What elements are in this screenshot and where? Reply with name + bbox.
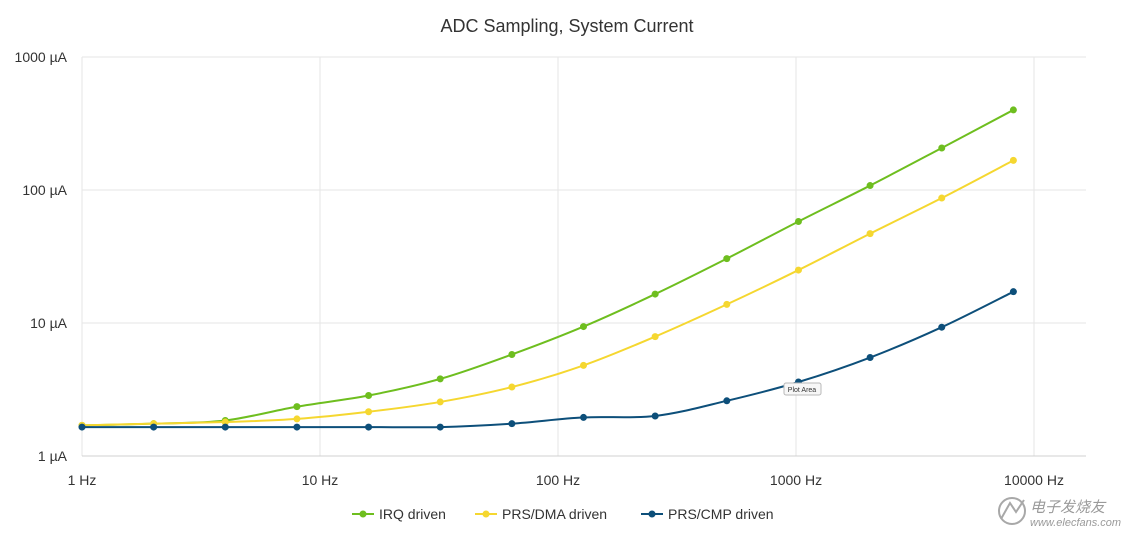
data-point [150,423,158,431]
data-point [938,194,946,202]
data-point [580,323,588,331]
legend-swatch-marker [359,510,367,518]
data-point [866,230,874,238]
data-point [508,383,516,391]
legend-label: IRQ driven [379,506,446,522]
data-point [866,354,874,362]
data-point [580,361,588,369]
x-tick-label: 1000 Hz [770,472,822,488]
legend-item-irq-driven: IRQ driven [352,506,446,522]
x-tick-label: 10000 Hz [1004,472,1064,488]
tooltip-text: Plot Area [788,387,817,394]
data-point [1009,288,1017,296]
data-point [580,413,588,421]
data-point [221,418,229,426]
x-tick-label: 1 Hz [68,472,97,488]
series-layer [78,106,1017,431]
watermark-text: 电子发烧友 [1030,499,1107,516]
legend-item-prs-dma-driven: PRS/DMA driven [475,506,607,522]
data-point [723,300,731,308]
y-tick-label: 1000 µA [15,49,68,65]
data-point [794,266,802,274]
y-tick-label: 1 µA [38,448,68,464]
series-irq-driven [78,106,1017,429]
chart-title: ADC Sampling, System Current [440,16,693,36]
data-point [293,423,301,431]
data-point [651,290,659,298]
data-point [365,423,373,431]
data-point [508,420,516,428]
gridlines [81,56,1086,456]
series-line-prs-dma-driven [81,159,1014,427]
legend-swatch-marker [648,510,656,518]
series-line-prs-cmp-driven [82,290,1014,429]
watermark-logo [998,497,1026,525]
watermark-subtext: www.elecfans.com [1030,517,1121,529]
x-tick-label: 10 Hz [302,472,339,488]
data-point [365,392,373,400]
data-point [723,255,731,263]
data-point [436,375,444,383]
data-point [293,403,301,411]
tooltip-box [783,382,822,396]
y-tick-label: 10 µA [30,315,68,331]
legend-item-prs-cmp-driven: PRS/CMP driven [641,506,774,522]
plot-area-tooltip: Plot Area [783,382,822,396]
legend: IRQ driven PRS/DMA driven PRS/CMP driven [352,506,774,522]
data-point [938,144,946,152]
data-point [293,415,301,423]
data-point [794,217,802,225]
series-prs-dma-driven [78,156,1017,429]
data-point [651,412,659,420]
watermark: 电子发烧友 www.elecfans.com [998,497,1121,529]
legend-label: PRS/CMP driven [668,506,774,522]
data-point [866,182,874,190]
legend-swatch-marker [482,510,490,518]
data-point [651,333,659,341]
legend-label: PRS/DMA driven [502,506,607,522]
data-point [78,423,86,431]
data-point [508,350,516,358]
data-point [1009,106,1017,114]
series-prs-cmp-driven [78,288,1017,431]
data-point [938,323,946,331]
data-point [221,423,229,431]
data-point [436,423,444,431]
axes: 1 µA 10 µA 100 µA 1000 µA 1 Hz 10 Hz 100 Hz 100… [15,49,1086,488]
data-point [1009,156,1017,164]
x-tick-label: 100 Hz [536,472,580,488]
data-point [436,398,444,406]
y-tick-label: 100 µA [22,182,67,198]
data-point [365,408,373,416]
data-point [723,397,731,405]
